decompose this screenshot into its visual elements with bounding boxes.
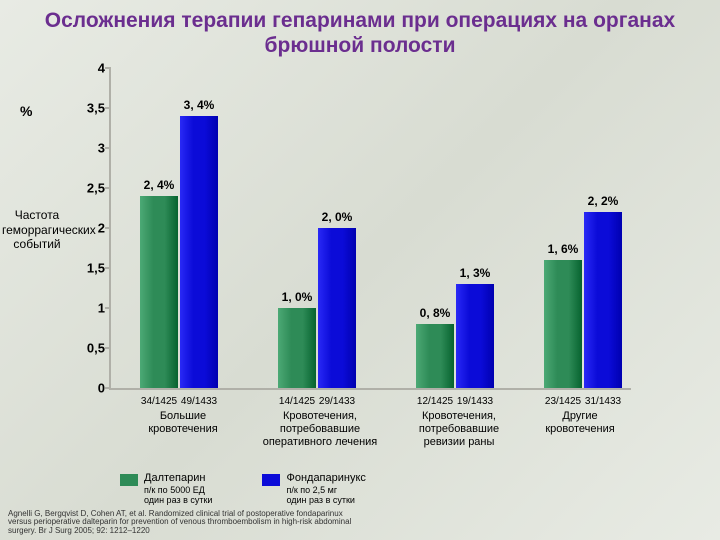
bar-dalt [544, 260, 582, 388]
legend-swatch [120, 474, 138, 486]
y-axis-percent: % [20, 103, 32, 119]
y-tick: 3 [70, 141, 105, 156]
legend-item: Далтепаринп/к по 5000 ЕДодин раз в сутки [120, 472, 212, 505]
y-tick-mark [105, 187, 111, 189]
bar-fond [456, 284, 494, 388]
category-label: Большие кровотечения [128, 410, 238, 435]
bar-fond [180, 116, 218, 388]
legend: Далтепаринп/к по 5000 ЕДодин раз в сутки… [120, 472, 366, 505]
y-tick: 2,5 [70, 181, 105, 196]
bar-value-label: 0, 8% [410, 306, 460, 320]
bar-dalt [278, 308, 316, 388]
bar-value-label: 1, 0% [272, 290, 322, 304]
y-tick: 4 [70, 61, 105, 76]
y-tick: 1 [70, 301, 105, 316]
bar-value-label: 2, 2% [578, 194, 628, 208]
bar-fraction: 49/1433 [174, 396, 224, 407]
bar-value-label: 1, 6% [538, 242, 588, 256]
bar-fond [584, 212, 622, 388]
x-axis-line [109, 388, 631, 390]
legend-swatch [262, 474, 280, 486]
chart-title: Осложнения терапии гепаринами при операц… [0, 0, 720, 62]
y-tick: 0,5 [70, 341, 105, 356]
y-tick-mark [105, 67, 111, 69]
plot-area: 2, 4% 3, 4% 1, 0% 2, 0% 0, 8% 1, 3% 1, 6% 2, 2% [110, 68, 630, 388]
bar-dalt [140, 196, 178, 388]
y-tick: 1,5 [70, 261, 105, 276]
category-label: Кровотечения, потребовавшие оперативного… [260, 410, 380, 448]
y-tick-mark [105, 147, 111, 149]
y-tick-mark [105, 267, 111, 269]
bar-value-label: 2, 0% [312, 210, 362, 224]
citation: Agnelli G, Bergqvist D, Cohen AT, et al.… [8, 510, 368, 536]
bar-value-label: 2, 4% [134, 178, 184, 192]
y-tick-mark [105, 227, 111, 229]
bar-dalt [416, 324, 454, 388]
bar-value-label: 1, 3% [450, 266, 500, 280]
y-axis-label: Частота геморрагических событий [2, 208, 72, 251]
bar-fraction: 31/1433 [578, 396, 628, 407]
y-tick-mark [105, 307, 111, 309]
legend-item: Фондапаринуксп/к по 2,5 мгодин раз в сут… [262, 472, 365, 505]
legend-text: Фондапаринуксп/к по 2,5 мгодин раз в сут… [286, 472, 365, 505]
y-tick: 0 [70, 381, 105, 396]
bar-fraction: 29/1433 [312, 396, 362, 407]
bar-fraction: 19/1433 [450, 396, 500, 407]
bar-fond [318, 228, 356, 388]
y-tick: 3,5 [70, 101, 105, 116]
legend-text: Далтепаринп/к по 5000 ЕДодин раз в сутки [144, 472, 212, 505]
chart-container: % Частота геморрагических событий 2, 4%3… [60, 68, 660, 428]
category-label: Кровотечения, потребовавшие ревизии раны [404, 410, 514, 448]
bar-value-label: 3, 4% [174, 98, 224, 112]
y-tick-mark [105, 387, 111, 389]
y-tick-mark [105, 107, 111, 109]
category-label: Другие кровотечения [530, 410, 630, 435]
y-tick-mark [105, 347, 111, 349]
y-tick: 2 [70, 221, 105, 236]
